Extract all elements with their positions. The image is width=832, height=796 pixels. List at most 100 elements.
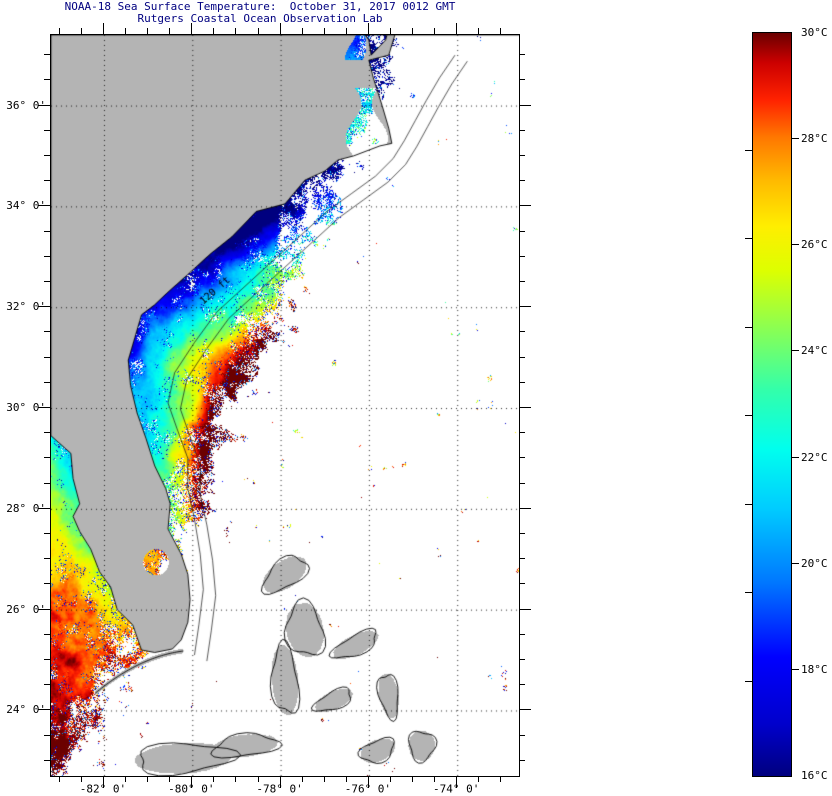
lat-tick-minor	[44, 633, 50, 635]
sst-heatmap-canvas	[51, 35, 519, 776]
lon-label: -74° 0'	[433, 782, 480, 796]
lon-tick-top-major	[367, 23, 369, 34]
colorbar-tick-fahrenheit	[745, 326, 753, 328]
lat-tick-right-major	[519, 608, 531, 610]
lat-tick-right-major	[519, 306, 531, 308]
colorbar-tick-fahrenheit	[745, 238, 753, 240]
lat-tick-minor	[44, 230, 50, 232]
colorbar-label-celsius: 28°C	[801, 132, 828, 146]
colorbar-tick-celsius	[791, 244, 799, 246]
lat-tick-minor	[44, 331, 50, 333]
lon-tick-top-minor	[213, 28, 215, 34]
lon-tick-top-minor	[301, 28, 303, 34]
lon-tick-top-minor	[412, 28, 414, 34]
lat-tick-minor	[44, 129, 50, 131]
chart-title-line-2: Rutgers Coastal Ocean Observation Lab	[137, 12, 383, 25]
lat-tick-right-minor	[519, 281, 525, 282]
lon-label: -82° 0'	[79, 782, 127, 796]
lon-tick-top-major	[191, 23, 193, 34]
lon-tick-minor	[80, 776, 82, 782]
lon-tick-minor	[323, 776, 325, 782]
lat-tick-minor	[44, 583, 50, 585]
colorbar-tick-celsius	[791, 138, 799, 140]
colorbar-label-celsius: 16°C	[801, 769, 828, 782]
lon-tick-minor	[500, 776, 502, 782]
lat-tick-minor	[44, 457, 50, 459]
lat-tick-right-minor	[519, 457, 525, 459]
lon-tick-top-minor	[147, 28, 149, 34]
lat-tick-right-minor	[519, 482, 525, 484]
lat-tick-right-major	[519, 104, 531, 106]
lon-tick-top-minor	[257, 28, 259, 34]
lon-tick-minor	[412, 776, 414, 782]
lat-tick-right-minor	[519, 633, 525, 635]
lat-tick-major	[38, 608, 50, 610]
lon-tick-major	[456, 776, 458, 788]
lon-label: -76° 0'	[344, 782, 392, 796]
lat-tick-major	[38, 407, 50, 409]
lon-label: -80° 0'	[168, 782, 215, 796]
lat-tick-minor	[44, 356, 50, 358]
lon-tick-minor	[389, 776, 391, 782]
lon-tick-minor	[213, 776, 215, 782]
lat-tick-major	[38, 306, 50, 308]
lat-tick-minor	[44, 659, 50, 661]
lat-tick-right-minor	[519, 759, 525, 761]
colorbar-tick-fahrenheit	[745, 149, 753, 151]
lat-tick-right-major	[519, 709, 531, 711]
lon-tick-major	[102, 776, 104, 788]
colorbar-label-celsius: 18°C	[801, 662, 828, 676]
colorbar-label-celsius: 24°C	[801, 344, 828, 358]
colorbar-tick-celsius	[791, 350, 799, 352]
lat-label: 24° 0'	[6, 703, 46, 717]
lat-tick-right-minor	[519, 230, 525, 232]
lon-tick-top-minor	[345, 28, 347, 34]
sst-map-panel	[50, 34, 520, 777]
lat-label: 30° 0'	[6, 401, 46, 415]
lat-tick-minor	[44, 482, 50, 484]
lon-tick-top-minor	[500, 28, 502, 34]
lon-tick-minor	[125, 776, 127, 782]
lon-tick-minor	[147, 776, 149, 782]
chart-title-line-1: NOAA-18 Sea Surface Temperature: October…	[64, 0, 456, 13]
lat-tick-right-minor	[519, 356, 525, 358]
lon-tick-top-minor	[434, 28, 436, 34]
lat-tick-right-minor	[519, 684, 525, 686]
lon-label: -78° 0'	[256, 782, 303, 796]
lon-tick-major	[191, 776, 193, 788]
lat-tick-right-minor	[519, 154, 525, 156]
lon-tick-major	[367, 776, 369, 788]
colorbar-label-celsius: 26°C	[801, 238, 828, 252]
lat-tick-right-minor	[519, 583, 525, 585]
lat-tick-right-major	[519, 507, 531, 509]
lat-tick-right-minor	[519, 255, 525, 257]
lat-tick-right-minor	[519, 432, 525, 434]
lon-tick-top-minor	[478, 28, 480, 34]
lon-tick-top-major	[102, 23, 104, 34]
lat-tick-right-minor	[519, 180, 525, 182]
lat-tick-right-minor	[519, 533, 525, 535]
lat-tick-right-minor	[519, 129, 525, 131]
lon-tick-top-minor	[235, 28, 237, 34]
colorbar-tick-fahrenheit	[745, 415, 753, 417]
chart-title-block: NOAA-18 Sea Surface Temperature: October…	[0, 1, 520, 25]
lat-tick-right-minor	[519, 54, 525, 56]
lat-tick-minor	[44, 684, 50, 686]
lon-tick-minor	[257, 776, 259, 782]
colorbar-tick-fahrenheit	[745, 680, 753, 682]
lat-tick-minor	[44, 79, 50, 81]
lon-tick-major	[279, 776, 281, 788]
lon-tick-top-minor	[389, 28, 391, 34]
lat-label: 26° 0'	[6, 602, 46, 616]
lat-tick-major	[38, 205, 50, 207]
lat-tick-minor	[44, 54, 50, 56]
lat-tick-minor	[44, 558, 50, 560]
lat-tick-minor	[44, 281, 50, 282]
lat-tick-minor	[44, 255, 50, 257]
lat-tick-minor	[44, 533, 50, 535]
lat-tick-minor	[44, 432, 50, 434]
lon-tick-minor	[478, 776, 480, 782]
lat-tick-right-minor	[519, 558, 525, 560]
colorbar-label-celsius: 20°C	[801, 556, 828, 570]
colorbar-tick-fahrenheit	[745, 592, 753, 594]
